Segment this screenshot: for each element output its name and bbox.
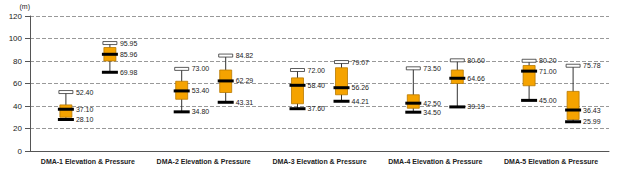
svg-text:62.29: 62.29 [236, 77, 254, 84]
svg-text:37.10: 37.10 [76, 106, 94, 113]
svg-text:28.10: 28.10 [76, 116, 94, 123]
svg-text:100: 100 [9, 34, 23, 43]
svg-text:80.20: 80.20 [539, 57, 557, 64]
svg-text:120: 120 [9, 12, 23, 21]
svg-text:64.66: 64.66 [467, 75, 485, 82]
svg-text:73.00: 73.00 [192, 65, 210, 72]
svg-text:DMA-3 Elevation & Pressure: DMA-3 Elevation & Pressure [272, 158, 366, 165]
svg-text:60: 60 [13, 79, 22, 88]
svg-text:45.00: 45.00 [539, 97, 557, 104]
svg-text:34.80: 34.80 [192, 108, 210, 115]
svg-text:42.50: 42.50 [423, 100, 441, 107]
svg-text:72.00: 72.00 [307, 67, 325, 74]
svg-text:80: 80 [13, 57, 22, 66]
svg-text:53.40: 53.40 [192, 87, 210, 94]
svg-text:52.40: 52.40 [76, 89, 94, 96]
svg-text:DMA-1 Elevation & Pressure: DMA-1 Elevation & Pressure [41, 158, 135, 165]
svg-text:37.60: 37.60 [307, 105, 325, 112]
svg-text:DMA-4 Elevation & Pressure: DMA-4 Elevation & Pressure [388, 158, 482, 165]
svg-text:95.95: 95.95 [120, 40, 138, 47]
svg-text:36.43: 36.43 [583, 107, 601, 114]
svg-text:0: 0 [18, 147, 23, 156]
svg-text:84.82: 84.82 [236, 52, 254, 59]
svg-text:56.26: 56.26 [352, 84, 370, 91]
svg-text:73.50: 73.50 [423, 65, 441, 72]
svg-text:71.00: 71.00 [539, 68, 557, 75]
svg-text:58.40: 58.40 [307, 82, 325, 89]
svg-text:85.96: 85.96 [120, 51, 138, 58]
svg-text:34.50: 34.50 [423, 109, 441, 116]
svg-text:75.78: 75.78 [583, 62, 601, 69]
svg-text:39.19: 39.19 [467, 103, 485, 110]
svg-text:80.60: 80.60 [467, 57, 485, 64]
svg-text:79.07: 79.07 [352, 59, 370, 66]
svg-text:40: 40 [13, 102, 22, 111]
svg-text:25.99: 25.99 [583, 118, 601, 125]
svg-text:69.98: 69.98 [120, 69, 138, 76]
svg-text:44.21: 44.21 [352, 98, 370, 105]
svg-text:20: 20 [13, 124, 22, 133]
svg-text:(m): (m) [20, 3, 31, 11]
svg-text:43.31: 43.31 [236, 99, 254, 106]
svg-text:DMA-2 Elevation & Pressure: DMA-2 Elevation & Pressure [157, 158, 251, 165]
svg-text:DMA-5 Elevation & Pressure: DMA-5 Elevation & Pressure [504, 158, 598, 165]
